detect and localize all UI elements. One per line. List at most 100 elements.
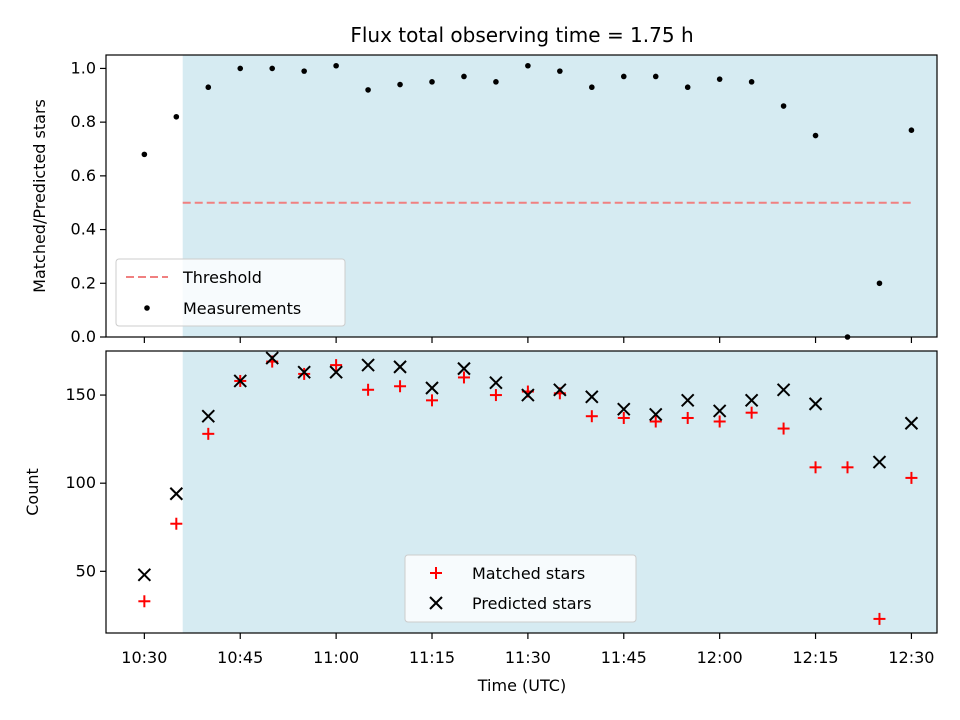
matched-stars-point [585, 410, 598, 423]
top-y-tick-label: 0.8 [71, 112, 96, 131]
measurement-point [237, 65, 244, 72]
top-y-tick-label: 0.4 [71, 220, 96, 239]
predicted-stars-point [201, 409, 215, 423]
matched-stars-point [489, 389, 502, 402]
x-tick-label: 12:00 [697, 648, 743, 667]
predicted-stars-point [680, 393, 695, 408]
top-y-tick-label: 0.0 [71, 327, 96, 346]
legend-measurements-label: Measurements [183, 299, 301, 318]
measurement-point [557, 68, 563, 74]
top-legend-box [115, 258, 346, 327]
legend-measurements-swatch [144, 305, 150, 311]
measurement-point [301, 68, 307, 74]
bottom-y-tick-label: 50 [76, 561, 96, 580]
predicted-stars-point [457, 361, 471, 376]
predicted-stars-point [649, 407, 663, 422]
measurement-point [461, 73, 467, 80]
measurement-point [684, 84, 691, 91]
measurement-point [589, 84, 595, 91]
matched-stars-point [905, 471, 918, 484]
measurement-point [812, 132, 819, 139]
measurement-point [876, 280, 883, 287]
measurement-point [141, 151, 148, 158]
predicted-stars-point [137, 568, 152, 582]
matched-stars-point [809, 461, 822, 474]
measurement-point [429, 79, 435, 85]
measurement-point [652, 73, 659, 80]
bottom-y-axis-label: Count [23, 468, 42, 516]
predicted-stars-point [521, 388, 535, 402]
matched-stars-point [713, 415, 726, 428]
predicted-stars-point [617, 402, 631, 416]
bottom-plot-frame [105, 350, 938, 634]
legend-predicted-marker [429, 596, 443, 610]
measurement-point [908, 127, 915, 133]
x-tick-label: 11:30 [505, 648, 551, 667]
legend-matched-swatch [430, 567, 442, 579]
top-plot-frame [105, 54, 938, 338]
measurement-point [333, 62, 339, 69]
predicted-stars-point [169, 487, 184, 501]
x-tick-label: 12:15 [792, 648, 838, 667]
x-axis-label: Time (UTC) [477, 676, 566, 695]
matched-stars-point [202, 427, 215, 440]
matched-stars-point [138, 595, 151, 608]
measurement-point [716, 76, 723, 82]
matched-stars-point [330, 359, 343, 372]
top-y-axis-label: Matched/Predicted stars [30, 99, 49, 293]
bottom-y-tick-label: 150 [65, 385, 96, 404]
measurement-point [525, 62, 531, 69]
x-tick-label: 11:15 [409, 648, 455, 667]
predicted-stars-point [425, 381, 439, 395]
measurement-point [205, 84, 212, 91]
predicted-stars-point [744, 393, 759, 408]
matched-stars-point [457, 371, 470, 384]
predicted-stars-point [297, 365, 311, 379]
legend-threshold-label: Threshold [182, 268, 262, 287]
x-tick-label: 12:30 [888, 648, 934, 667]
bottom-y-tick-label: 100 [65, 473, 96, 492]
x-tick-label: 11:45 [601, 648, 647, 667]
legend-predicted-label: Predicted stars [472, 594, 592, 613]
matched-stars-point [649, 415, 662, 428]
top-legend: Threshold Measurements [115, 258, 346, 327]
legend-predicted-swatch [429, 596, 443, 610]
measurement-point [748, 79, 755, 85]
predicted-stars-point [489, 376, 503, 390]
x-tick-label: 10:30 [121, 648, 167, 667]
measurement-point [397, 81, 403, 88]
predicted-stars-point [361, 358, 375, 372]
predicted-stars-point [233, 374, 247, 388]
predicted-stars-point [585, 390, 599, 404]
bottom-panel: 50 100 150 10:30 10:45 11:00 11:15 11:30 11:45 1… [23, 350, 938, 695]
matched-stars-point [170, 517, 183, 530]
predicted-stars-point [904, 416, 919, 430]
measurement-point [173, 113, 180, 120]
legend-matched-marker [430, 567, 442, 579]
matched-stars-point [873, 612, 886, 625]
chart-title: Flux total observing time = 1.75 h [350, 23, 693, 47]
top-y-tick-label: 1.0 [71, 58, 96, 77]
measurement-point [493, 79, 499, 85]
matched-stars-point [777, 422, 790, 435]
top-y-tick-label: 0.2 [71, 273, 96, 292]
predicted-stars-point [393, 360, 407, 374]
matched-stars-point [681, 411, 694, 424]
matched-stars-point [362, 383, 375, 396]
bottom-legend-box [404, 554, 637, 623]
predicted-stars-point [329, 365, 343, 379]
measurement-point [269, 65, 276, 72]
measurement-point [365, 87, 371, 93]
measurement-point [620, 73, 627, 80]
matched-stars-point [745, 406, 758, 419]
top-panel: 0.0 0.2 0.4 0.6 0.8 1.0 Matched/Predicted sta… [30, 54, 938, 346]
matched-stars-point [841, 461, 854, 474]
predicted-stars-point [265, 351, 279, 365]
x-tick-label: 10:45 [217, 648, 263, 667]
x-tick-label: 11:00 [313, 648, 359, 667]
matched-stars-point [617, 411, 630, 424]
measurement-point [780, 103, 787, 109]
predicted-stars-point [712, 404, 727, 418]
predicted-stars-point [776, 383, 791, 397]
